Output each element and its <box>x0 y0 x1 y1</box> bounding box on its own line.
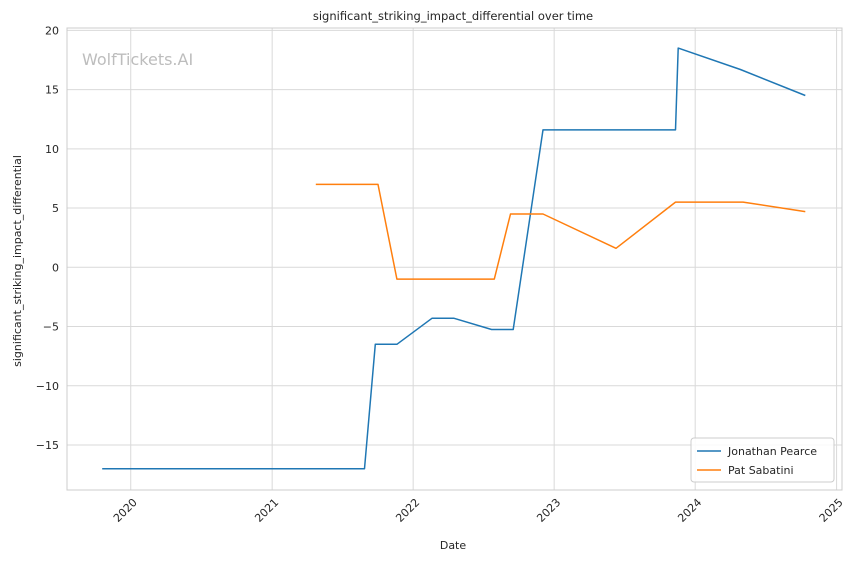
legend-label: Jonathan Pearce <box>727 445 817 458</box>
y-tick-label: −5 <box>43 321 59 334</box>
series-line-pat-sabatini <box>315 183 806 280</box>
series-line-jonathan-pearce <box>102 47 806 470</box>
x-tick-label: 2025 <box>817 496 846 525</box>
y-tick-label: −10 <box>36 380 59 393</box>
x-tick-label: 2021 <box>252 496 281 525</box>
series-layer <box>102 47 806 470</box>
y-axis: −15 −10 −5 0 5 10 15 20 <box>36 24 59 452</box>
x-tick-label: 2024 <box>675 496 704 525</box>
x-tick-label: 2020 <box>111 496 140 525</box>
y-tick-label: 15 <box>45 84 59 97</box>
x-axis: 2020 2021 2022 2023 2024 2025 <box>111 496 846 525</box>
legend-box <box>690 437 835 483</box>
legend: Jonathan Pearce Pat Sabatini <box>690 437 835 483</box>
y-tick-label: −15 <box>36 439 59 452</box>
grid <box>67 28 842 490</box>
y-tick-label: 5 <box>52 202 59 215</box>
watermark: WolfTickets.AI <box>82 50 193 69</box>
x-tick-label: 2023 <box>534 496 563 525</box>
y-tick-label: 0 <box>52 261 59 274</box>
y-axis-title: significant_striking_impact_differential <box>11 155 24 367</box>
y-tick-label: 20 <box>45 24 59 37</box>
x-axis-title: Date <box>440 539 467 552</box>
y-tick-label: 10 <box>45 143 59 156</box>
x-tick-label: 2022 <box>393 496 422 525</box>
plot-frame <box>66 27 843 491</box>
chart-title: significant_striking_impact_differential… <box>313 9 593 23</box>
legend-label: Pat Sabatini <box>728 464 794 477</box>
